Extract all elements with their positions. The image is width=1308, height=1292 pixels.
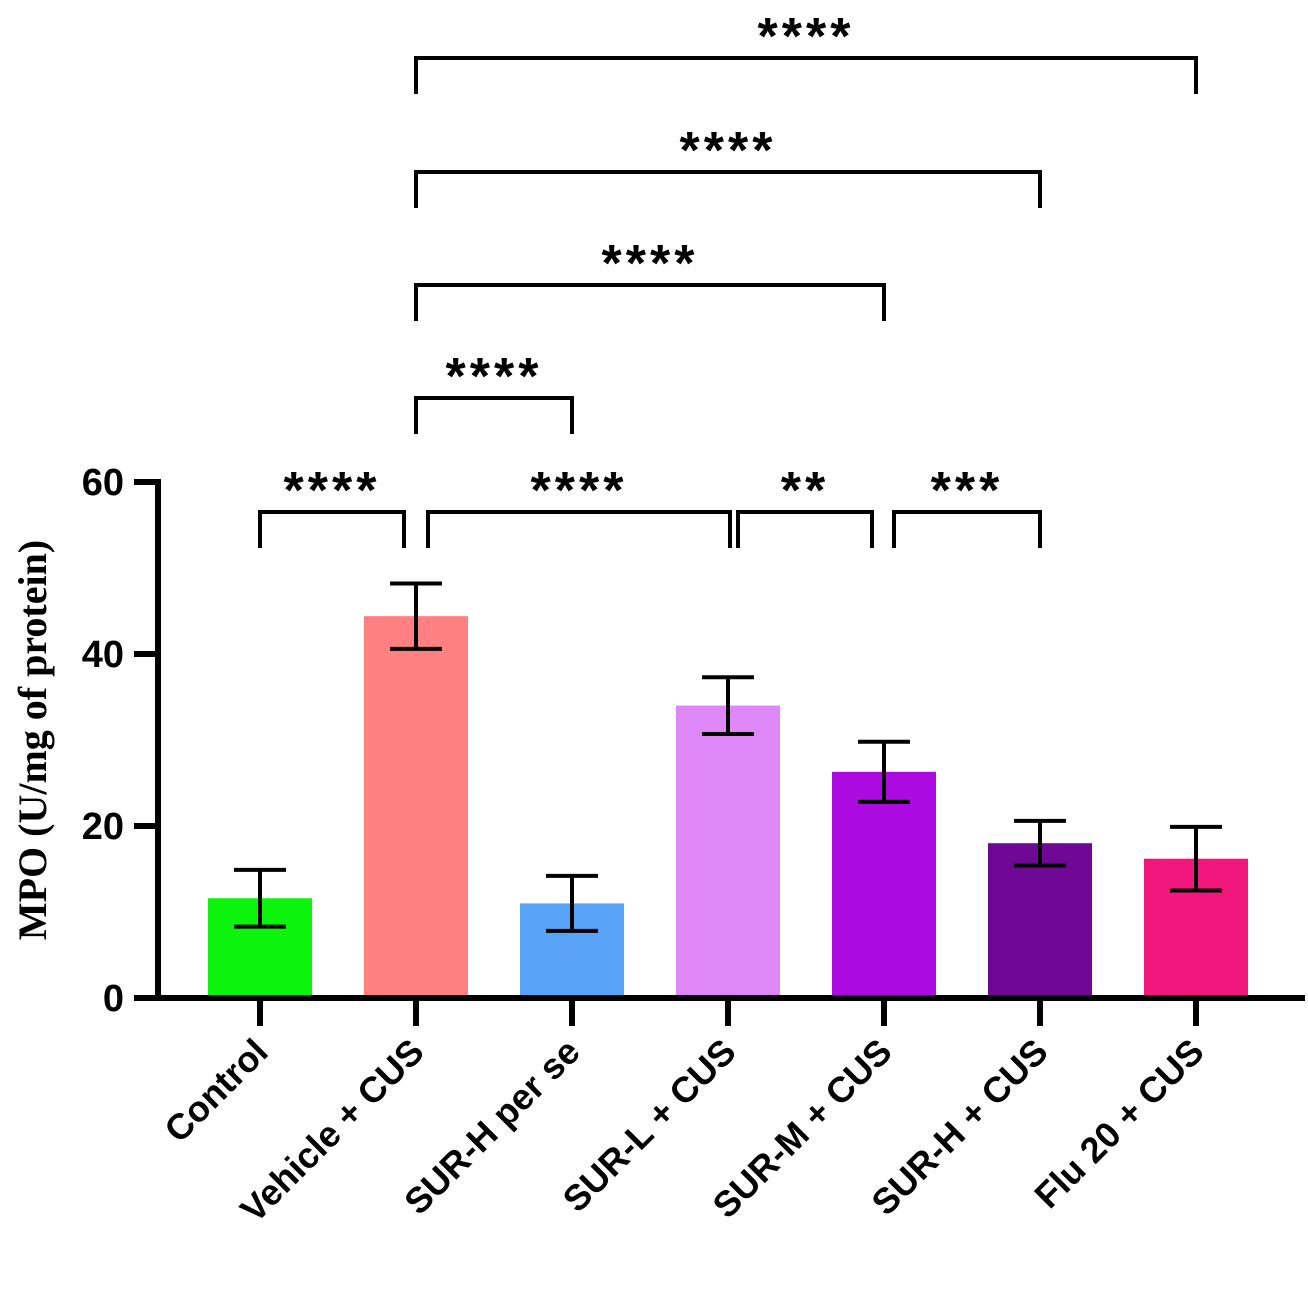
y-tick-label: 40 [82, 634, 124, 676]
y-tick-label: 0 [103, 978, 124, 1020]
bar-2 [364, 616, 468, 998]
y-tick-label: 20 [82, 806, 124, 848]
error-bar-5 [858, 739, 910, 804]
significance-label: ** [781, 462, 829, 520]
significance-bracket [258, 510, 406, 548]
error-bar-3 [546, 873, 598, 933]
y-tick-label: 60 [82, 462, 124, 504]
significance-bracket [736, 510, 874, 548]
significance-label: **** [531, 462, 628, 520]
y-axis-label: MPO (U/mg of protein) [10, 540, 55, 940]
error-bar-1 [234, 867, 286, 929]
significance-bracket [414, 170, 1042, 208]
error-bar-2 [390, 581, 442, 651]
significance-label: *** [931, 462, 1004, 520]
significance-label: **** [284, 462, 381, 520]
error-bars [234, 581, 1222, 933]
error-bar-6 [1014, 818, 1066, 868]
error-bar-4 [702, 675, 754, 736]
significance-label: **** [446, 348, 543, 406]
bars [208, 616, 1248, 998]
significance-bracket [426, 510, 732, 548]
x-tick-label: Control [156, 1031, 275, 1150]
bar-5 [832, 771, 936, 998]
significance-bracket [414, 283, 886, 321]
significance-brackets: **** **** ** ******************* [258, 8, 1198, 548]
significance-bracket [414, 396, 574, 434]
significance-label: **** [680, 122, 777, 180]
bar-4 [676, 705, 780, 998]
significance-bracket [892, 510, 1042, 548]
error-bar-7 [1170, 824, 1222, 893]
significance-label: **** [758, 8, 855, 66]
significance-label: **** [602, 235, 699, 293]
bar-6 [988, 843, 1092, 998]
y-ticks: 0 20 40 60 [82, 462, 158, 1020]
significance-bracket [414, 56, 1198, 94]
